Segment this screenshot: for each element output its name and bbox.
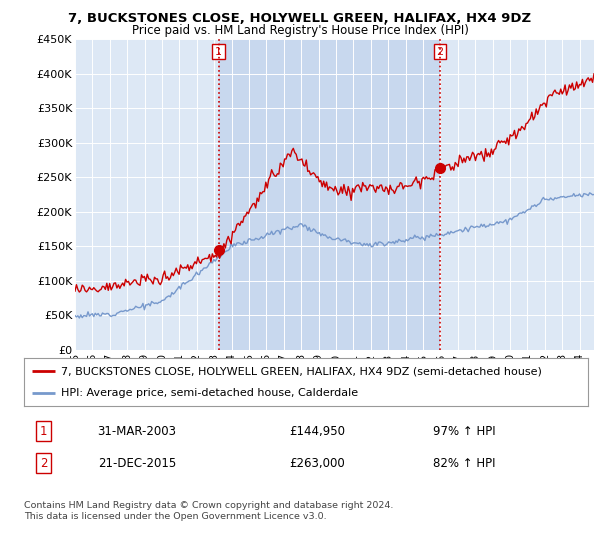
Text: Contains HM Land Registry data © Crown copyright and database right 2024.
This d: Contains HM Land Registry data © Crown c… bbox=[24, 501, 394, 521]
Text: 21-DEC-2015: 21-DEC-2015 bbox=[98, 456, 176, 470]
Text: 82% ↑ HPI: 82% ↑ HPI bbox=[433, 456, 495, 470]
Text: 31-MAR-2003: 31-MAR-2003 bbox=[97, 424, 176, 438]
Text: HPI: Average price, semi-detached house, Calderdale: HPI: Average price, semi-detached house,… bbox=[61, 388, 358, 398]
Text: 7, BUCKSTONES CLOSE, HOLYWELL GREEN, HALIFAX, HX4 9DZ: 7, BUCKSTONES CLOSE, HOLYWELL GREEN, HAL… bbox=[68, 12, 532, 25]
Text: £263,000: £263,000 bbox=[289, 456, 345, 470]
Text: 1: 1 bbox=[40, 424, 47, 438]
Bar bbox=[218, 39, 440, 350]
Text: 97% ↑ HPI: 97% ↑ HPI bbox=[433, 424, 495, 438]
Text: 1: 1 bbox=[215, 46, 222, 57]
Text: £144,950: £144,950 bbox=[289, 424, 345, 438]
Text: 7, BUCKSTONES CLOSE, HOLYWELL GREEN, HALIFAX, HX4 9DZ (semi-detached house): 7, BUCKSTONES CLOSE, HOLYWELL GREEN, HAL… bbox=[61, 366, 542, 376]
Text: 2: 2 bbox=[436, 46, 443, 57]
Text: Price paid vs. HM Land Registry's House Price Index (HPI): Price paid vs. HM Land Registry's House … bbox=[131, 24, 469, 36]
Text: 2: 2 bbox=[40, 456, 47, 470]
